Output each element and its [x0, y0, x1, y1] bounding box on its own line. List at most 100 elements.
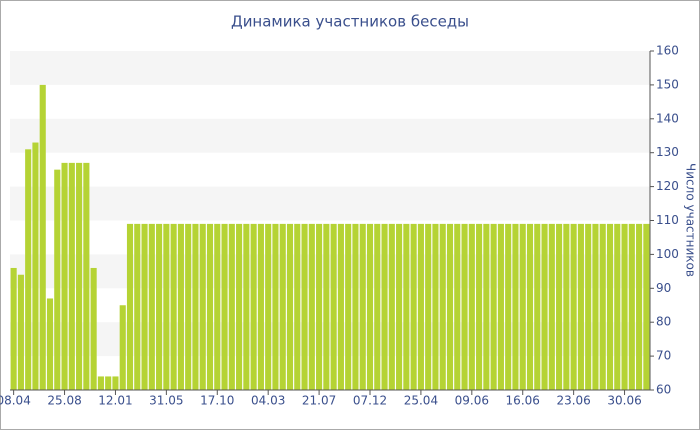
bar — [337, 223, 344, 390]
bar — [614, 223, 621, 390]
x-tick-label: 25.08 — [47, 394, 81, 408]
x-tick-label: 08.04 — [0, 394, 31, 408]
y-tick-label: 120 — [656, 179, 679, 193]
bar — [381, 223, 388, 390]
bar — [54, 169, 61, 390]
bar — [126, 223, 134, 390]
bar — [199, 223, 206, 390]
bar — [330, 223, 337, 390]
bar — [541, 223, 548, 390]
bar — [483, 223, 490, 390]
bar — [301, 223, 308, 390]
y-tick-label: 130 — [656, 145, 679, 159]
bar — [279, 223, 286, 390]
chart-title: Динамика участников беседы — [231, 13, 469, 31]
grid-band — [10, 51, 650, 85]
bar — [359, 223, 366, 390]
bar — [410, 223, 417, 390]
bar — [236, 223, 243, 390]
bar — [243, 223, 250, 390]
bar — [221, 223, 228, 390]
bar — [636, 223, 643, 390]
bar — [257, 223, 264, 390]
bar — [476, 223, 483, 390]
bar — [68, 162, 75, 390]
bar — [396, 223, 403, 390]
x-tick-label: 09.06 — [455, 394, 489, 408]
bar — [592, 223, 599, 390]
bar — [250, 223, 257, 390]
bar — [76, 162, 83, 390]
bar — [374, 223, 381, 390]
y-tick-label: 90 — [656, 281, 671, 295]
bar — [490, 223, 497, 390]
bar — [119, 305, 126, 390]
bar — [505, 223, 512, 390]
bar — [272, 223, 279, 390]
bar — [556, 223, 563, 390]
bar — [548, 223, 555, 390]
y-tick-label: 60 — [656, 383, 671, 397]
bar — [32, 142, 39, 390]
bar — [599, 223, 606, 390]
x-tick-label: 30.06 — [607, 394, 641, 408]
x-tick-label: 12.01 — [98, 394, 132, 408]
bar — [83, 162, 90, 390]
grid-band — [10, 118, 650, 153]
bar — [148, 223, 155, 390]
bar — [39, 84, 46, 391]
bar — [570, 223, 577, 390]
bar — [534, 223, 541, 390]
y-tick-label: 70 — [656, 349, 671, 363]
bar — [156, 223, 163, 390]
bar — [206, 223, 214, 390]
bar — [345, 223, 352, 390]
bar — [170, 223, 177, 390]
bar — [461, 223, 468, 390]
bar — [61, 162, 68, 390]
bar — [105, 376, 112, 390]
x-tick-label: 23.06 — [556, 394, 590, 408]
bar — [214, 223, 221, 390]
bar — [432, 223, 439, 390]
bar — [17, 274, 24, 390]
bar — [141, 223, 148, 390]
y-tick-label: 160 — [656, 44, 679, 58]
bar — [468, 223, 475, 390]
bar — [497, 223, 504, 390]
y-tick-label: 110 — [656, 213, 679, 227]
bar — [446, 223, 454, 390]
bar — [417, 223, 424, 390]
bar — [177, 223, 184, 390]
x-tick-label: 04.03 — [251, 394, 285, 408]
grid-band — [10, 186, 650, 221]
bar — [286, 223, 294, 390]
bar — [454, 223, 461, 390]
bar — [308, 223, 315, 390]
bar — [185, 223, 192, 390]
x-tick-label: 17.10 — [200, 394, 234, 408]
bar — [90, 267, 97, 390]
x-tick-label: 07.12 — [353, 394, 387, 408]
bar — [643, 223, 650, 390]
y-tick-label: 150 — [656, 77, 679, 91]
bar — [192, 223, 199, 390]
bar — [621, 223, 628, 390]
bar — [323, 223, 330, 390]
bar — [585, 223, 592, 390]
bar — [10, 267, 17, 390]
bar — [563, 223, 570, 390]
bar — [97, 376, 104, 390]
y-tick-label: 80 — [656, 315, 671, 329]
bar — [606, 223, 614, 390]
x-tick-label: 25.04 — [404, 394, 438, 408]
bar — [228, 223, 235, 390]
bar — [25, 149, 32, 390]
bar — [265, 223, 272, 390]
bar — [388, 223, 395, 390]
bar — [577, 223, 584, 390]
bar — [403, 223, 410, 390]
bar — [294, 223, 301, 390]
bar — [112, 376, 119, 390]
